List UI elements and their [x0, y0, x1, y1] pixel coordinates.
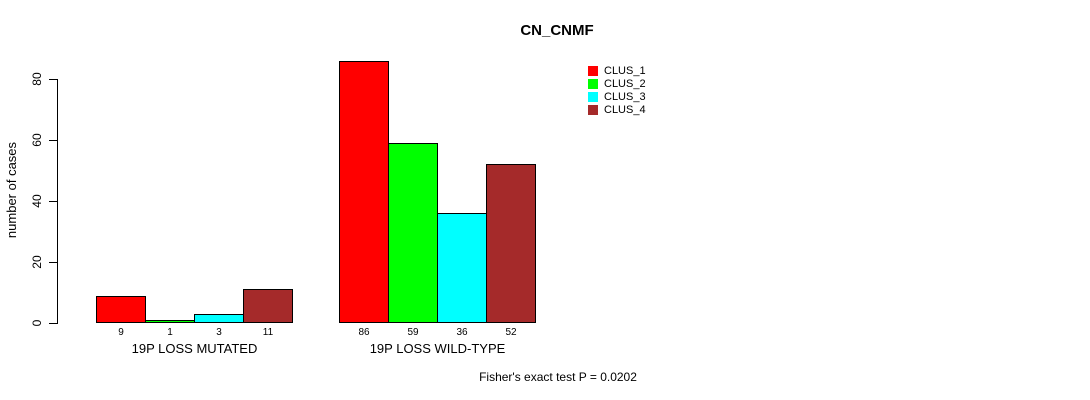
y-tick-label: 40	[30, 194, 44, 208]
legend-row: CLUS_1	[588, 64, 646, 77]
bar-value-label: 86	[358, 327, 370, 338]
legend-swatch	[588, 104, 598, 115]
legend: CLUS_1 CLUS_2 CLUS_3 CLUS_4	[588, 64, 646, 116]
bar-value-label: 9	[118, 327, 124, 338]
bar-value-label: 52	[505, 327, 517, 338]
bar	[243, 289, 293, 323]
y-tick-mark	[49, 262, 57, 263]
bar	[145, 320, 195, 323]
y-tick-label: 0	[30, 319, 44, 327]
legend-row: CLUS_4	[588, 103, 646, 116]
legend-swatch	[588, 65, 598, 76]
legend-row: CLUS_2	[588, 77, 646, 90]
legend-label: CLUS_2	[604, 77, 646, 90]
legend-label: CLUS_1	[604, 64, 646, 77]
y-tick-mark	[49, 201, 57, 202]
y-tick-mark	[49, 323, 57, 324]
y-axis-label: number of cases	[4, 141, 19, 239]
bar	[437, 213, 487, 323]
bar-value-label: 36	[456, 327, 468, 338]
x-group-label: 19P LOSS MUTATED	[131, 341, 258, 356]
legend-swatch	[588, 78, 598, 89]
y-tick-mark	[49, 140, 57, 141]
stats-annotation: Fisher's exact test P = 0.0202	[479, 370, 637, 384]
y-tick-label: 20	[30, 255, 44, 269]
bar	[96, 296, 146, 323]
legend-row: CLUS_3	[588, 90, 646, 103]
y-tick-label: 80	[30, 72, 44, 86]
bar	[388, 143, 438, 323]
bar	[339, 61, 389, 323]
bar-value-label: 59	[407, 327, 419, 338]
bar	[194, 314, 244, 323]
legend-label: CLUS_4	[604, 103, 646, 116]
legend-swatch	[588, 91, 598, 102]
y-tick-label: 60	[30, 133, 44, 147]
bar-value-label: 1	[167, 327, 173, 338]
y-tick-mark	[49, 79, 57, 80]
y-axis-line	[57, 79, 58, 324]
bar-value-label: 11	[262, 327, 274, 338]
bar-value-label: 3	[216, 327, 222, 338]
chart-title: CN_CNMF	[520, 22, 594, 39]
x-group-label: 19P LOSS WILD-TYPE	[369, 341, 506, 356]
bar	[486, 164, 536, 323]
legend-label: CLUS_3	[604, 90, 646, 103]
